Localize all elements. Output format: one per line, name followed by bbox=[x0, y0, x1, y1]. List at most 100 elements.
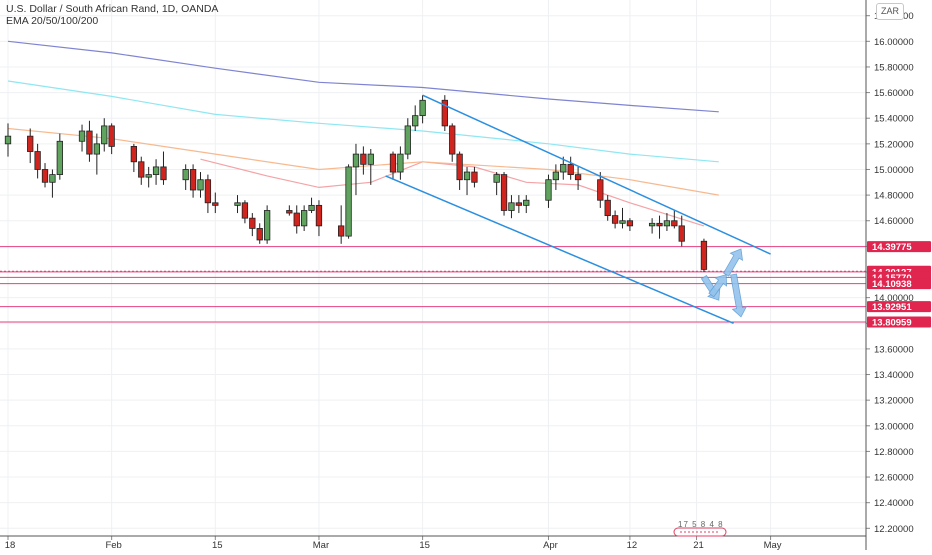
price-label: 13.92951 bbox=[872, 302, 912, 313]
candle-down bbox=[500, 174, 508, 211]
price-label-bg bbox=[867, 241, 931, 253]
candle-down bbox=[441, 99, 448, 127]
candle-down bbox=[138, 161, 145, 178]
tradingview-logo: 17 5 8 4 8 bbox=[672, 520, 728, 538]
candle-up bbox=[552, 171, 560, 181]
y-tick-label: 15.20000 bbox=[874, 139, 914, 150]
candle-down bbox=[471, 171, 478, 183]
candle-down bbox=[41, 169, 49, 183]
y-tick-label: 16.00000 bbox=[874, 37, 914, 48]
candle-down bbox=[189, 169, 197, 191]
y-tick-label: 14.00000 bbox=[874, 293, 914, 304]
candle-down bbox=[86, 130, 93, 155]
currency-selector[interactable]: ZAR bbox=[876, 3, 904, 20]
candle-up bbox=[619, 220, 626, 224]
x-tick-label: Mar bbox=[313, 540, 329, 550]
candle-up bbox=[493, 174, 500, 183]
watermark-digits: 17 5 8 4 8 bbox=[678, 520, 724, 529]
candle-up bbox=[463, 171, 471, 181]
candle-down bbox=[515, 202, 523, 206]
projection-arrow[interactable] bbox=[723, 248, 744, 277]
candle-up bbox=[197, 179, 204, 191]
candle-down bbox=[130, 146, 138, 163]
y-tick-label: 13.00000 bbox=[874, 421, 914, 432]
candle-up bbox=[404, 125, 411, 155]
candle-up bbox=[545, 179, 552, 201]
y-tick-label: 13.40000 bbox=[874, 370, 914, 381]
candle-down bbox=[160, 166, 167, 181]
chart-title: U.S. Dollar / South African Rand, 1D, OA… bbox=[6, 3, 219, 15]
candle-up bbox=[56, 140, 63, 176]
projection-arrows[interactable] bbox=[700, 248, 748, 318]
x-tick-label: 21 bbox=[693, 540, 704, 550]
candle-up bbox=[93, 143, 100, 155]
candle-up bbox=[101, 125, 108, 145]
y-tick-label: 15.60000 bbox=[874, 88, 914, 99]
y-tick-label: 12.20000 bbox=[874, 524, 914, 535]
candle-down bbox=[611, 215, 619, 224]
candle-up bbox=[308, 204, 315, 211]
candle-down bbox=[286, 210, 293, 214]
x-tick-label: Apr bbox=[543, 540, 558, 550]
candle-down bbox=[212, 202, 219, 206]
candle-up bbox=[412, 115, 419, 127]
price-label: 14.39775 bbox=[872, 242, 912, 253]
candle-down bbox=[678, 225, 685, 242]
candle-down bbox=[671, 220, 678, 227]
candle-down bbox=[567, 163, 574, 176]
candle-down bbox=[108, 125, 115, 147]
trend-channel[interactable] bbox=[385, 94, 771, 324]
candle-up bbox=[419, 99, 426, 117]
grid bbox=[0, 0, 866, 536]
x-tick-label: May bbox=[764, 540, 782, 550]
channel-line[interactable] bbox=[422, 94, 771, 255]
price-label-bg bbox=[867, 316, 931, 328]
candle-down bbox=[626, 220, 634, 227]
candle-up bbox=[78, 130, 86, 142]
candle-up bbox=[367, 153, 374, 165]
candle-down bbox=[360, 153, 367, 165]
candle-down bbox=[597, 179, 604, 201]
x-tick-label: Feb bbox=[105, 540, 121, 550]
candle-down bbox=[604, 199, 611, 217]
candle-down bbox=[204, 179, 212, 204]
y-tick-label: 12.40000 bbox=[874, 498, 914, 509]
projection-arrow[interactable] bbox=[708, 274, 728, 298]
projection-arrow[interactable] bbox=[730, 273, 748, 318]
candle-up bbox=[49, 174, 56, 183]
candle-down bbox=[574, 174, 582, 181]
indicator-legend: EMA 20/50/100/200 bbox=[6, 15, 99, 27]
candle-up bbox=[523, 199, 530, 206]
ema-line bbox=[7, 40, 719, 113]
candle-up bbox=[345, 166, 352, 237]
candle-up bbox=[145, 174, 152, 178]
y-tick-label: 14.60000 bbox=[874, 216, 914, 227]
channel-line[interactable] bbox=[385, 175, 734, 324]
candle-up bbox=[663, 220, 671, 227]
price-label-bg bbox=[867, 278, 931, 290]
axes: 16.2000016.0000015.8000015.6000015.40000… bbox=[0, 0, 914, 551]
candle-down bbox=[338, 225, 345, 237]
candle-up bbox=[560, 163, 567, 173]
candle-down bbox=[249, 217, 256, 229]
candle-down bbox=[34, 151, 41, 170]
y-tick-label: 15.80000 bbox=[874, 62, 914, 73]
price-labels: 14.3977514.2055603:39:4814.2012714.15770… bbox=[867, 241, 931, 329]
price-label: 13.80959 bbox=[872, 318, 912, 329]
candle-down bbox=[27, 135, 34, 152]
candle-down bbox=[241, 202, 249, 219]
price-label-bg bbox=[867, 301, 931, 313]
y-tick-label: 12.60000 bbox=[874, 473, 914, 484]
ema-line bbox=[200, 158, 705, 227]
y-tick-label: 15.40000 bbox=[874, 114, 914, 125]
x-tick-label: 15 bbox=[212, 540, 223, 550]
candle-up bbox=[263, 210, 271, 241]
y-tick-label: 15.00000 bbox=[874, 165, 914, 176]
ema-line bbox=[7, 80, 719, 163]
x-tick-label: 15 bbox=[419, 540, 430, 550]
y-tick-label: 13.60000 bbox=[874, 344, 914, 355]
candles bbox=[4, 95, 708, 272]
x-tick-label: 18 bbox=[5, 540, 16, 550]
